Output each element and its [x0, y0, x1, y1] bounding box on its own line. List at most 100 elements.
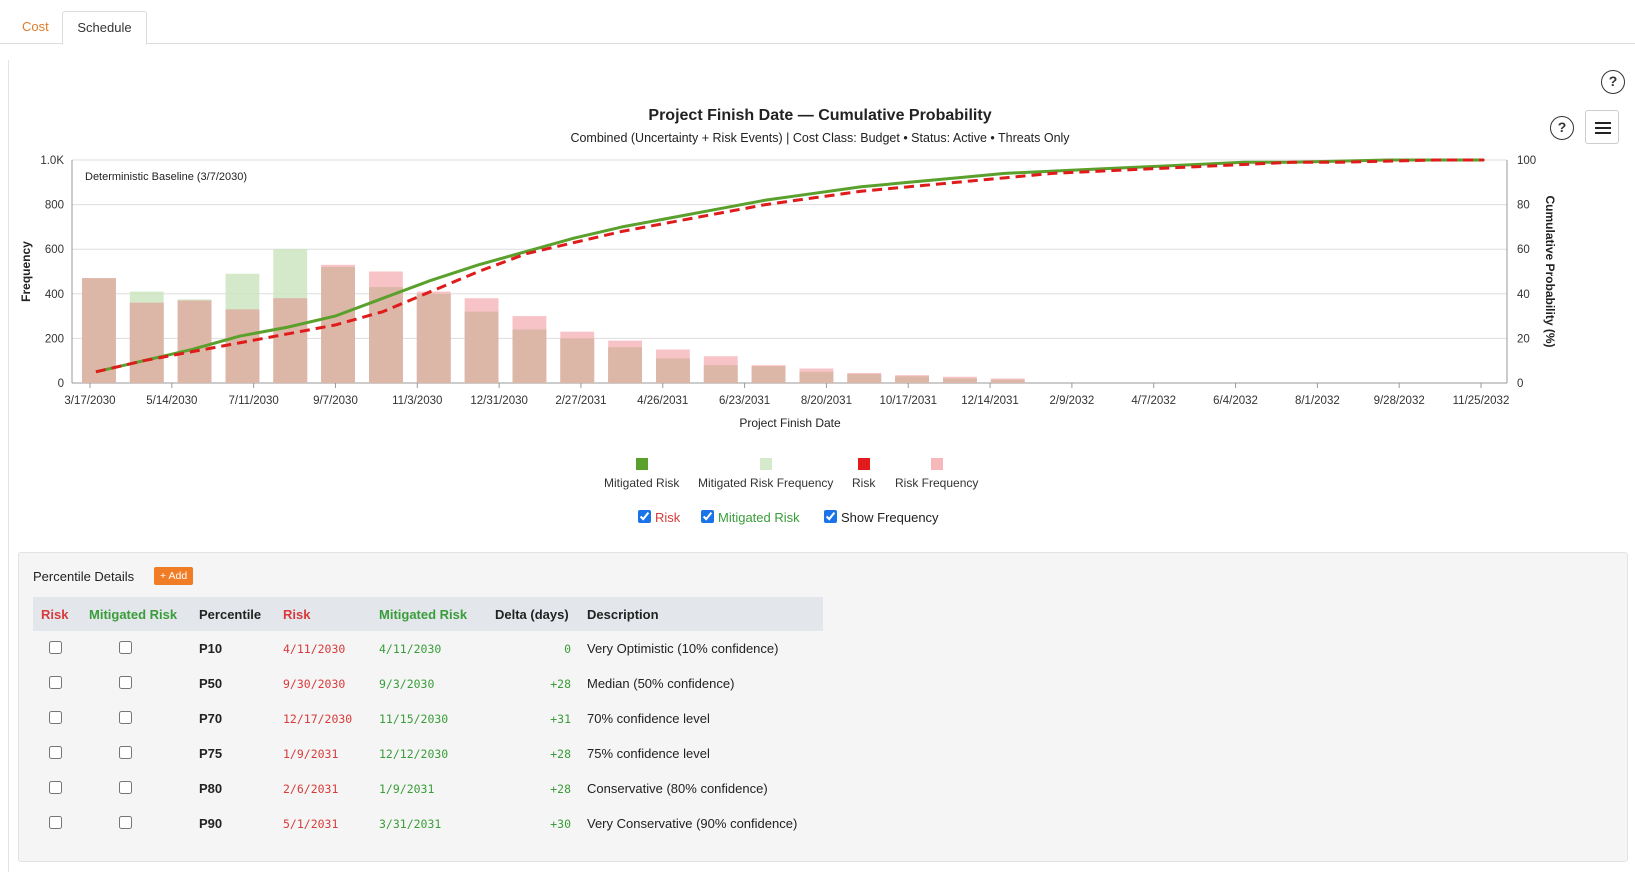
toggle-checkbox[interactable] — [701, 510, 714, 523]
mitigated-row-checkbox[interactable] — [119, 640, 132, 654]
toggle-mitigated-risk[interactable]: Mitigated Risk — [701, 510, 800, 525]
x-tick-label: 11/3/2030 — [392, 395, 442, 407]
overlap-frequency-bar — [751, 366, 786, 383]
legend-swatch — [759, 458, 772, 470]
chart-help-icon[interactable]: ? — [1550, 116, 1574, 140]
left-tick-label: 400 — [45, 289, 64, 301]
percentile-details-panel: Percentile Details + Add Risk Mitigated … — [18, 552, 1628, 862]
risk-row-checkbox[interactable] — [49, 675, 62, 689]
right-tick-label: 80 — [1517, 200, 1530, 212]
risk-row-checkbox[interactable] — [49, 710, 62, 724]
table-row: P10 4/11/2030 4/11/2030 0 Very Optimistic (1… — [33, 631, 823, 666]
x-tick-label: 12/14/2031 — [961, 395, 1019, 407]
percentile-cell: P70 — [199, 711, 223, 726]
chart-title: Project Finish Date — Cumulative Probabi… — [648, 107, 992, 124]
col-description: Description — [587, 606, 659, 622]
right-tick-label: 20 — [1517, 333, 1530, 345]
description-cell: Very Conservative (90% confidence) — [587, 816, 798, 831]
x-tick-label: 7/11/2030 — [228, 395, 278, 407]
x-tick-label: 2/9/2032 — [1049, 395, 1094, 407]
delta-cell: +28 — [550, 781, 571, 796]
percentile-cell: P10 — [199, 641, 223, 656]
x-tick-label: 12/31/2030 — [470, 395, 528, 407]
legend-label: Risk Frequency — [895, 476, 979, 490]
risk-date-cell: 9/30/2030 — [283, 676, 346, 691]
mitigated-row-checkbox[interactable] — [119, 815, 132, 829]
mitigated-date-cell: 4/11/2030 — [379, 641, 442, 656]
risk-row-checkbox[interactable] — [49, 815, 62, 829]
overlap-frequency-bar — [82, 278, 116, 383]
legend-item[interactable]: Risk Frequency — [895, 458, 978, 490]
help-icon[interactable]: ? — [1601, 70, 1625, 94]
description-cell: Very Optimistic (10% confidence) — [587, 641, 779, 656]
x-tick-label: 9/7/2030 — [313, 395, 358, 407]
mitigated-row-checkbox[interactable] — [119, 745, 132, 759]
mitigated-date-cell: 12/12/2030 — [379, 746, 449, 761]
col-percentile: Percentile — [199, 606, 262, 622]
chart-subtitle: Combined (Uncertainty + Risk Events) | C… — [570, 131, 1070, 145]
risk-date-cell: 1/9/2031 — [283, 746, 339, 761]
tab-schedule[interactable]: Schedule — [62, 11, 147, 45]
mitigated-date-cell: 1/9/2031 — [379, 781, 435, 796]
x-tick-label: 6/23/2031 — [719, 395, 770, 407]
x-tick-label: 4/7/2032 — [1131, 395, 1176, 407]
toggle-checkbox[interactable] — [824, 510, 837, 523]
right-tick-label: 0 — [1517, 378, 1523, 390]
overlap-frequency-bar — [273, 298, 308, 383]
left-tick-label: 600 — [45, 244, 64, 256]
overlap-frequency-bar — [225, 309, 260, 383]
x-tick-label: 6/4/2032 — [1213, 395, 1258, 407]
risk-row-checkbox[interactable] — [49, 780, 62, 794]
risk-date-cell: 12/17/2030 — [283, 711, 353, 726]
x-tick-label: 8/20/2031 — [801, 395, 852, 407]
col-risk-date: Risk — [283, 606, 311, 622]
legend-swatch — [930, 458, 943, 470]
schedule-panel — [8, 60, 1628, 872]
left-tick-label: 0 — [58, 378, 64, 390]
toggle-label: Mitigated Risk — [718, 510, 800, 525]
percentile-details-title: Percentile Details — [33, 569, 135, 584]
risk-date-cell: 2/6/2031 — [283, 781, 339, 796]
legend-label: Mitigated Risk — [604, 476, 680, 490]
percentile-cell: P90 — [199, 816, 223, 831]
legend-item[interactable]: Risk — [852, 458, 875, 490]
table-header-row: Risk Mitigated Risk Percentile Risk Miti… — [33, 597, 823, 631]
overlap-frequency-bar — [464, 311, 499, 383]
delta-cell: 0 — [564, 641, 571, 656]
tab-cost[interactable]: Cost — [22, 19, 49, 34]
description-cell: Conservative (80% confidence) — [587, 781, 768, 796]
toggle-label: Risk — [655, 510, 681, 525]
hamburger-icon — [1595, 122, 1611, 124]
risk-row-checkbox[interactable] — [49, 745, 62, 759]
overlap-frequency-bar — [990, 379, 1025, 383]
overlap-frequency-bar — [895, 376, 929, 383]
add-percentile-button[interactable]: + Add — [154, 567, 194, 585]
col-mitigated-date: Mitigated Risk — [379, 606, 468, 622]
legend-item[interactable]: Mitigated Risk — [604, 458, 679, 490]
legend-label: Risk — [852, 476, 876, 490]
toggle-checkbox[interactable] — [638, 510, 651, 523]
description-cell: 70% confidence level — [587, 711, 710, 726]
overlap-frequency-bar — [703, 365, 738, 383]
x-tick-label: 9/28/2032 — [1374, 395, 1425, 407]
toggle-risk[interactable]: Risk — [638, 510, 680, 525]
mitigated-row-checkbox[interactable] — [119, 710, 132, 724]
legend-label: Mitigated Risk Frequency — [698, 476, 834, 490]
toggle-show-frequency[interactable]: Show Frequency — [824, 510, 939, 525]
tab-bar: Cost Schedule — [0, 0, 1635, 45]
mitigated-row-checkbox[interactable] — [119, 675, 132, 689]
table-row: P90 5/1/2031 3/31/2031 +30 Very Conservative… — [33, 806, 823, 841]
legend-item[interactable]: Mitigated Risk Frequency — [698, 458, 833, 490]
overlap-frequency-bar — [129, 302, 164, 383]
x-tick-label: 10/17/2031 — [879, 395, 937, 407]
right-tick-label: 100 — [1517, 155, 1536, 167]
x-tick-label: 3/17/2030 — [64, 395, 115, 407]
risk-row-checkbox[interactable] — [49, 640, 62, 654]
left-tick-label: 1.0K — [40, 155, 64, 167]
chart-menu-button[interactable] — [1585, 110, 1619, 144]
table-row: P70 12/17/2030 11/15/2030 +31 70% confidence… — [33, 701, 823, 736]
overlap-frequency-bar — [177, 300, 212, 383]
table-row: P50 9/30/2030 9/3/2030 +28 Median (50% confi… — [33, 666, 823, 701]
left-tick-label: 800 — [45, 200, 64, 212]
mitigated-row-checkbox[interactable] — [119, 780, 132, 794]
